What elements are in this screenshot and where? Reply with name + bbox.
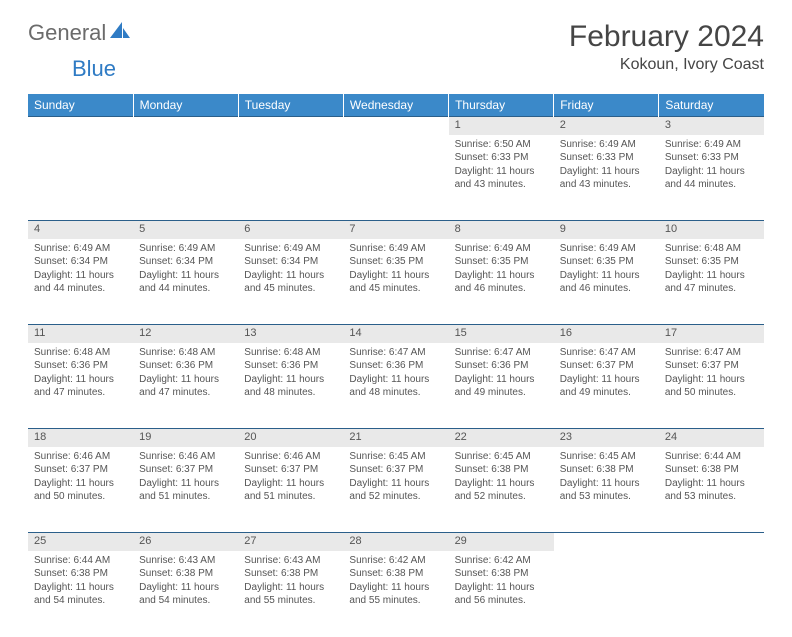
- day-content-cell: Sunrise: 6:48 AMSunset: 6:36 PMDaylight:…: [238, 343, 343, 429]
- day-number-cell: 23: [554, 429, 659, 447]
- brand-blue: Blue: [72, 56, 116, 81]
- day-content-cell: Sunrise: 6:45 AMSunset: 6:38 PMDaylight:…: [554, 447, 659, 533]
- day-content-cell: Sunrise: 6:46 AMSunset: 6:37 PMDaylight:…: [133, 447, 238, 533]
- day-number-cell: [343, 117, 448, 135]
- day-number-cell: 18: [28, 429, 133, 447]
- day-number-cell: 17: [659, 325, 764, 343]
- brand-logo: General: [28, 20, 132, 46]
- day-content-cell: Sunrise: 6:47 AMSunset: 6:36 PMDaylight:…: [343, 343, 448, 429]
- day-content-cell: Sunrise: 6:49 AMSunset: 6:35 PMDaylight:…: [343, 239, 448, 325]
- day-content-cell: Sunrise: 6:42 AMSunset: 6:38 PMDaylight:…: [449, 551, 554, 637]
- day-content-cell: Sunrise: 6:48 AMSunset: 6:36 PMDaylight:…: [28, 343, 133, 429]
- day-content-cell: [28, 135, 133, 221]
- day-content-cell: [133, 135, 238, 221]
- day-content-cell: Sunrise: 6:48 AMSunset: 6:35 PMDaylight:…: [659, 239, 764, 325]
- day-number-cell: 9: [554, 221, 659, 239]
- day-content-cell: Sunrise: 6:47 AMSunset: 6:36 PMDaylight:…: [449, 343, 554, 429]
- day-header: Monday: [133, 94, 238, 117]
- day-content-cell: Sunrise: 6:47 AMSunset: 6:37 PMDaylight:…: [554, 343, 659, 429]
- day-content-cell: Sunrise: 6:49 AMSunset: 6:34 PMDaylight:…: [238, 239, 343, 325]
- day-number-cell: 11: [28, 325, 133, 343]
- day-content-cell: Sunrise: 6:45 AMSunset: 6:38 PMDaylight:…: [449, 447, 554, 533]
- day-content-row: Sunrise: 6:49 AMSunset: 6:34 PMDaylight:…: [28, 239, 764, 325]
- day-number-cell: 26: [133, 533, 238, 551]
- day-number-cell: 22: [449, 429, 554, 447]
- day-number-cell: 4: [28, 221, 133, 239]
- day-number-cell: 3: [659, 117, 764, 135]
- day-number-cell: [659, 533, 764, 551]
- day-number-cell: [133, 117, 238, 135]
- day-number-row: 123: [28, 117, 764, 135]
- day-content-row: Sunrise: 6:44 AMSunset: 6:38 PMDaylight:…: [28, 551, 764, 637]
- day-content-cell: Sunrise: 6:45 AMSunset: 6:37 PMDaylight:…: [343, 447, 448, 533]
- day-content-row: Sunrise: 6:46 AMSunset: 6:37 PMDaylight:…: [28, 447, 764, 533]
- day-content-cell: Sunrise: 6:43 AMSunset: 6:38 PMDaylight:…: [238, 551, 343, 637]
- day-header-row: Sunday Monday Tuesday Wednesday Thursday…: [28, 94, 764, 117]
- day-content-cell: [238, 135, 343, 221]
- day-number-cell: 10: [659, 221, 764, 239]
- day-content-cell: Sunrise: 6:48 AMSunset: 6:36 PMDaylight:…: [133, 343, 238, 429]
- month-title: February 2024: [569, 20, 764, 54]
- day-number-cell: 15: [449, 325, 554, 343]
- day-number-row: 11121314151617: [28, 325, 764, 343]
- day-number-cell: 1: [449, 117, 554, 135]
- day-number-cell: [238, 117, 343, 135]
- day-number-row: 45678910: [28, 221, 764, 239]
- day-content-cell: Sunrise: 6:50 AMSunset: 6:33 PMDaylight:…: [449, 135, 554, 221]
- day-number-cell: 27: [238, 533, 343, 551]
- day-number-cell: 19: [133, 429, 238, 447]
- day-header: Saturday: [659, 94, 764, 117]
- day-number-row: 2526272829: [28, 533, 764, 551]
- day-content-cell: Sunrise: 6:49 AMSunset: 6:33 PMDaylight:…: [554, 135, 659, 221]
- day-number-cell: 20: [238, 429, 343, 447]
- day-content-cell: Sunrise: 6:49 AMSunset: 6:34 PMDaylight:…: [28, 239, 133, 325]
- day-content-cell: [554, 551, 659, 637]
- day-content-cell: Sunrise: 6:49 AMSunset: 6:35 PMDaylight:…: [449, 239, 554, 325]
- day-number-cell: 29: [449, 533, 554, 551]
- day-content-cell: Sunrise: 6:49 AMSunset: 6:34 PMDaylight:…: [133, 239, 238, 325]
- day-number-cell: 24: [659, 429, 764, 447]
- day-number-cell: 12: [133, 325, 238, 343]
- calendar-table: Sunday Monday Tuesday Wednesday Thursday…: [28, 94, 764, 637]
- day-header: Sunday: [28, 94, 133, 117]
- day-number-cell: 21: [343, 429, 448, 447]
- day-number-cell: 6: [238, 221, 343, 239]
- day-header: Friday: [554, 94, 659, 117]
- day-content-cell: Sunrise: 6:46 AMSunset: 6:37 PMDaylight:…: [28, 447, 133, 533]
- day-content-row: Sunrise: 6:50 AMSunset: 6:33 PMDaylight:…: [28, 135, 764, 221]
- day-number-row: 18192021222324: [28, 429, 764, 447]
- day-content-cell: Sunrise: 6:49 AMSunset: 6:35 PMDaylight:…: [554, 239, 659, 325]
- day-header: Tuesday: [238, 94, 343, 117]
- day-content-row: Sunrise: 6:48 AMSunset: 6:36 PMDaylight:…: [28, 343, 764, 429]
- day-content-cell: Sunrise: 6:44 AMSunset: 6:38 PMDaylight:…: [659, 447, 764, 533]
- day-content-cell: Sunrise: 6:49 AMSunset: 6:33 PMDaylight:…: [659, 135, 764, 221]
- day-number-cell: 13: [238, 325, 343, 343]
- day-content-cell: Sunrise: 6:46 AMSunset: 6:37 PMDaylight:…: [238, 447, 343, 533]
- day-number-cell: 2: [554, 117, 659, 135]
- day-content-cell: Sunrise: 6:44 AMSunset: 6:38 PMDaylight:…: [28, 551, 133, 637]
- day-content-cell: [343, 135, 448, 221]
- day-number-cell: 7: [343, 221, 448, 239]
- day-content-cell: Sunrise: 6:42 AMSunset: 6:38 PMDaylight:…: [343, 551, 448, 637]
- day-number-cell: 14: [343, 325, 448, 343]
- day-content-cell: Sunrise: 6:43 AMSunset: 6:38 PMDaylight:…: [133, 551, 238, 637]
- day-header: Thursday: [449, 94, 554, 117]
- day-number-cell: 8: [449, 221, 554, 239]
- day-number-cell: [28, 117, 133, 135]
- brand-sail-icon: [110, 22, 130, 45]
- brand-general: General: [28, 20, 106, 46]
- day-number-cell: 5: [133, 221, 238, 239]
- day-header: Wednesday: [343, 94, 448, 117]
- day-content-cell: Sunrise: 6:47 AMSunset: 6:37 PMDaylight:…: [659, 343, 764, 429]
- day-number-cell: 28: [343, 533, 448, 551]
- day-number-cell: 25: [28, 533, 133, 551]
- day-number-cell: 16: [554, 325, 659, 343]
- day-content-cell: [659, 551, 764, 637]
- day-number-cell: [554, 533, 659, 551]
